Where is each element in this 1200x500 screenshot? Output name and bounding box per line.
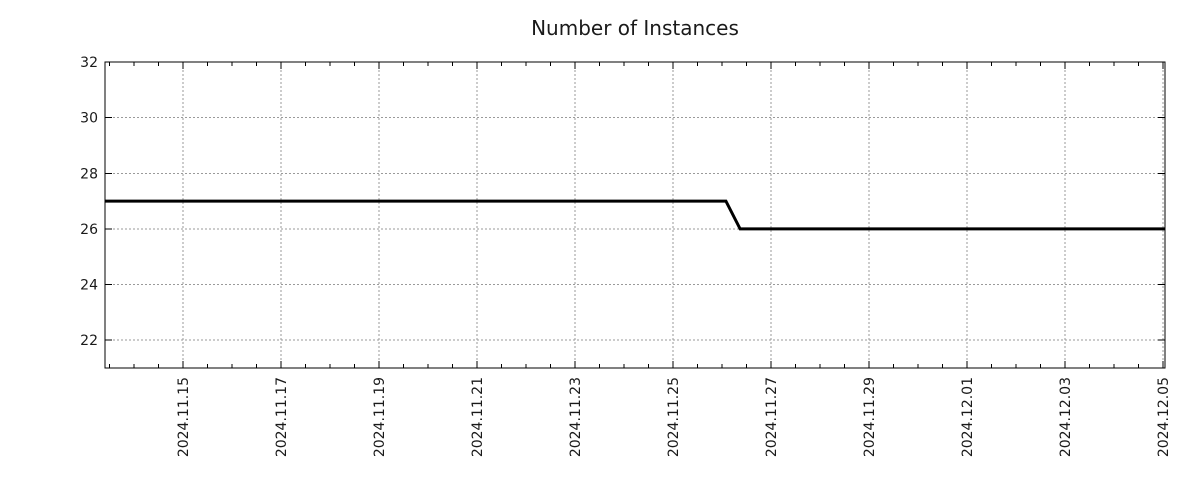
y-tick-label: 24 (80, 278, 98, 294)
x-tick-label: 2024.12.03 (1058, 377, 1074, 457)
series-line-instances (105, 199, 1165, 231)
y-tick-label: 30 (80, 111, 98, 127)
plot-border (104, 61, 1166, 369)
y-tick-label: 28 (80, 166, 98, 182)
x-tick-label: 2024.12.05 (1156, 377, 1172, 457)
y-tick-label: 32 (80, 55, 98, 71)
x-tick-label: 2024.11.27 (764, 377, 780, 457)
x-tick-label: 2024.11.29 (862, 377, 878, 457)
x-tick-label: 2024.11.21 (470, 377, 486, 457)
x-tick-label: 2024.12.01 (960, 377, 976, 457)
x-tick-label: 2024.11.17 (274, 377, 290, 457)
x-tick-label: 2024.11.19 (372, 377, 388, 457)
chart-title: Number of Instances (531, 16, 739, 40)
x-tick-label: 2024.11.15 (176, 377, 192, 457)
y-tick-label: 22 (80, 333, 98, 349)
x-tick-label: 2024.11.25 (666, 377, 682, 457)
x-tick-label: 2024.11.23 (568, 377, 584, 457)
y-tick-label: 26 (80, 222, 98, 238)
